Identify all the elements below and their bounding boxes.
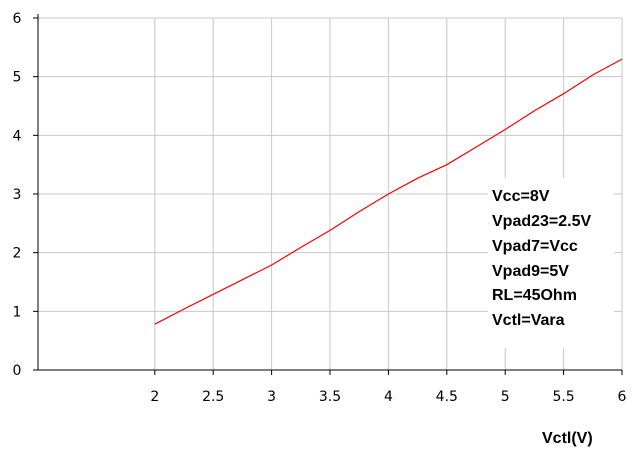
tick-labels: 0 1 2 3 4 5 6 2 2.5 3 3.5 4 4.5 5 5.5 6 [13,11,627,405]
y-tick-label-2: 2 [13,246,22,262]
annotation-background [488,178,614,348]
annotation-line-3: Vpad7=Vcc [492,238,578,255]
x-tick-label-8: 6 [618,389,627,405]
y-tick-label-6: 6 [13,11,22,27]
y-tick-label-1: 1 [13,304,22,320]
annotation-line-6: Vctl=Vara [492,312,565,329]
x-tick-label-6: 5 [501,389,510,405]
x-axis-title: Vctl(V) [542,430,593,447]
y-tick-label-3: 3 [13,187,22,203]
x-tick-label-2: 3 [267,389,276,405]
annotation-line-2: Vpad23=2.5V [492,213,592,230]
annotation-line-5: RL=45Ohm [492,287,577,304]
y-tick-label-0: 0 [13,363,22,379]
x-tick-label-7: 5.5 [552,389,574,405]
x-tick-label-5: 4.5 [436,389,458,405]
x-tick-label-0: 2 [150,389,159,405]
annotation-line-1: Vcc=8V [492,188,550,205]
annotation-line-4: Vpad9=5V [492,263,569,280]
x-tick-label-3: 3.5 [319,389,341,405]
series [154,58,623,325]
axes [33,14,623,375]
annotation-box: Vcc=8V Vpad23=2.5V Vpad7=Vcc Vpad9=5V RL… [488,178,614,348]
x-tick-label-4: 4 [384,389,393,405]
y-tick-label-5: 5 [13,70,22,86]
y-tick-label-4: 4 [13,128,22,144]
series-line-0 [154,58,623,325]
x-tick-label-1: 2.5 [202,389,224,405]
